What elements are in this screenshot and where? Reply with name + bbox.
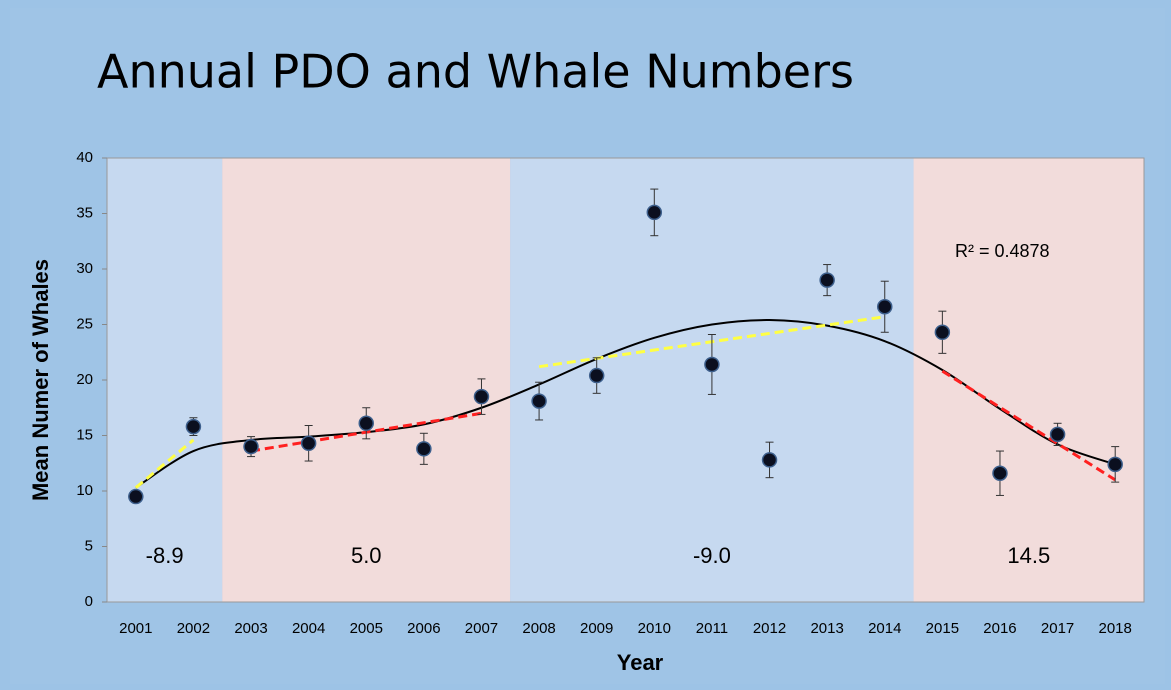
y-tick-label: 0 (85, 593, 93, 610)
x-tick-label: 2002 (177, 620, 210, 637)
x-tick-label: 2008 (522, 620, 555, 637)
data-point (1049, 426, 1066, 443)
x-tick-label: 2018 (1099, 620, 1132, 637)
x-tick-label: 2001 (119, 620, 152, 637)
data-point (761, 452, 778, 468)
data-point (128, 488, 144, 505)
pdo-label: -8.9 (146, 543, 184, 568)
x-tick-label: 2013 (810, 620, 843, 637)
data-point (358, 415, 374, 432)
pdo-label: -9.0 (693, 543, 731, 568)
data-point (531, 393, 547, 409)
pdo-region (107, 158, 223, 602)
data-point (588, 367, 605, 384)
data-point (819, 272, 835, 288)
x-tick-label: 2010 (638, 620, 671, 637)
x-tick-label: 2006 (407, 620, 440, 637)
y-tick-label: 30 (76, 260, 93, 277)
x-tick-label: 2015 (926, 620, 959, 637)
x-tick-label: 2017 (1041, 620, 1074, 637)
data-point (243, 438, 259, 455)
x-tick-label: 2012 (753, 620, 786, 637)
data-point (992, 465, 1008, 481)
data-point (300, 435, 317, 452)
linear-fit (134, 438, 195, 489)
pdo-region (913, 158, 1144, 602)
pdo-label: 14.5 (1007, 543, 1050, 568)
x-tick-label: 2007 (465, 620, 498, 637)
y-tick-label: 25 (76, 315, 93, 332)
data-point (1107, 456, 1123, 473)
y-axis-label: Mean Numer of Whales (28, 259, 53, 501)
y-tick-label: 40 (76, 149, 93, 166)
r-squared: R² = 0.4878 (955, 241, 1050, 261)
data-point (416, 441, 432, 457)
y-tick-label: 20 (76, 371, 93, 388)
x-tick-label: 2009 (580, 620, 613, 637)
x-tick-label: 2014 (868, 620, 901, 637)
y-tick-label: 35 (76, 204, 93, 221)
x-axis-label: Year (617, 650, 664, 675)
x-tick-label: 2016 (983, 620, 1016, 637)
data-point (185, 418, 202, 435)
y-tick-label: 5 (85, 537, 93, 554)
y-tick-label: 15 (76, 426, 93, 443)
data-point (646, 204, 663, 221)
y-tick-label: 10 (76, 482, 93, 499)
x-tick-label: 2011 (696, 620, 728, 637)
linear-fit (941, 369, 1116, 482)
x-tick-label: 2004 (292, 620, 325, 637)
x-tick-label: 2005 (350, 620, 383, 637)
slide-title: Annual PDO and Whale Numbers (97, 45, 854, 99)
data-point (934, 324, 951, 341)
pdo-label: 5.0 (351, 543, 382, 568)
pdo-region (222, 158, 511, 602)
data-point (473, 388, 490, 405)
data-point (877, 298, 893, 315)
x-tick-label: 2003 (234, 620, 267, 637)
data-point (704, 356, 720, 373)
